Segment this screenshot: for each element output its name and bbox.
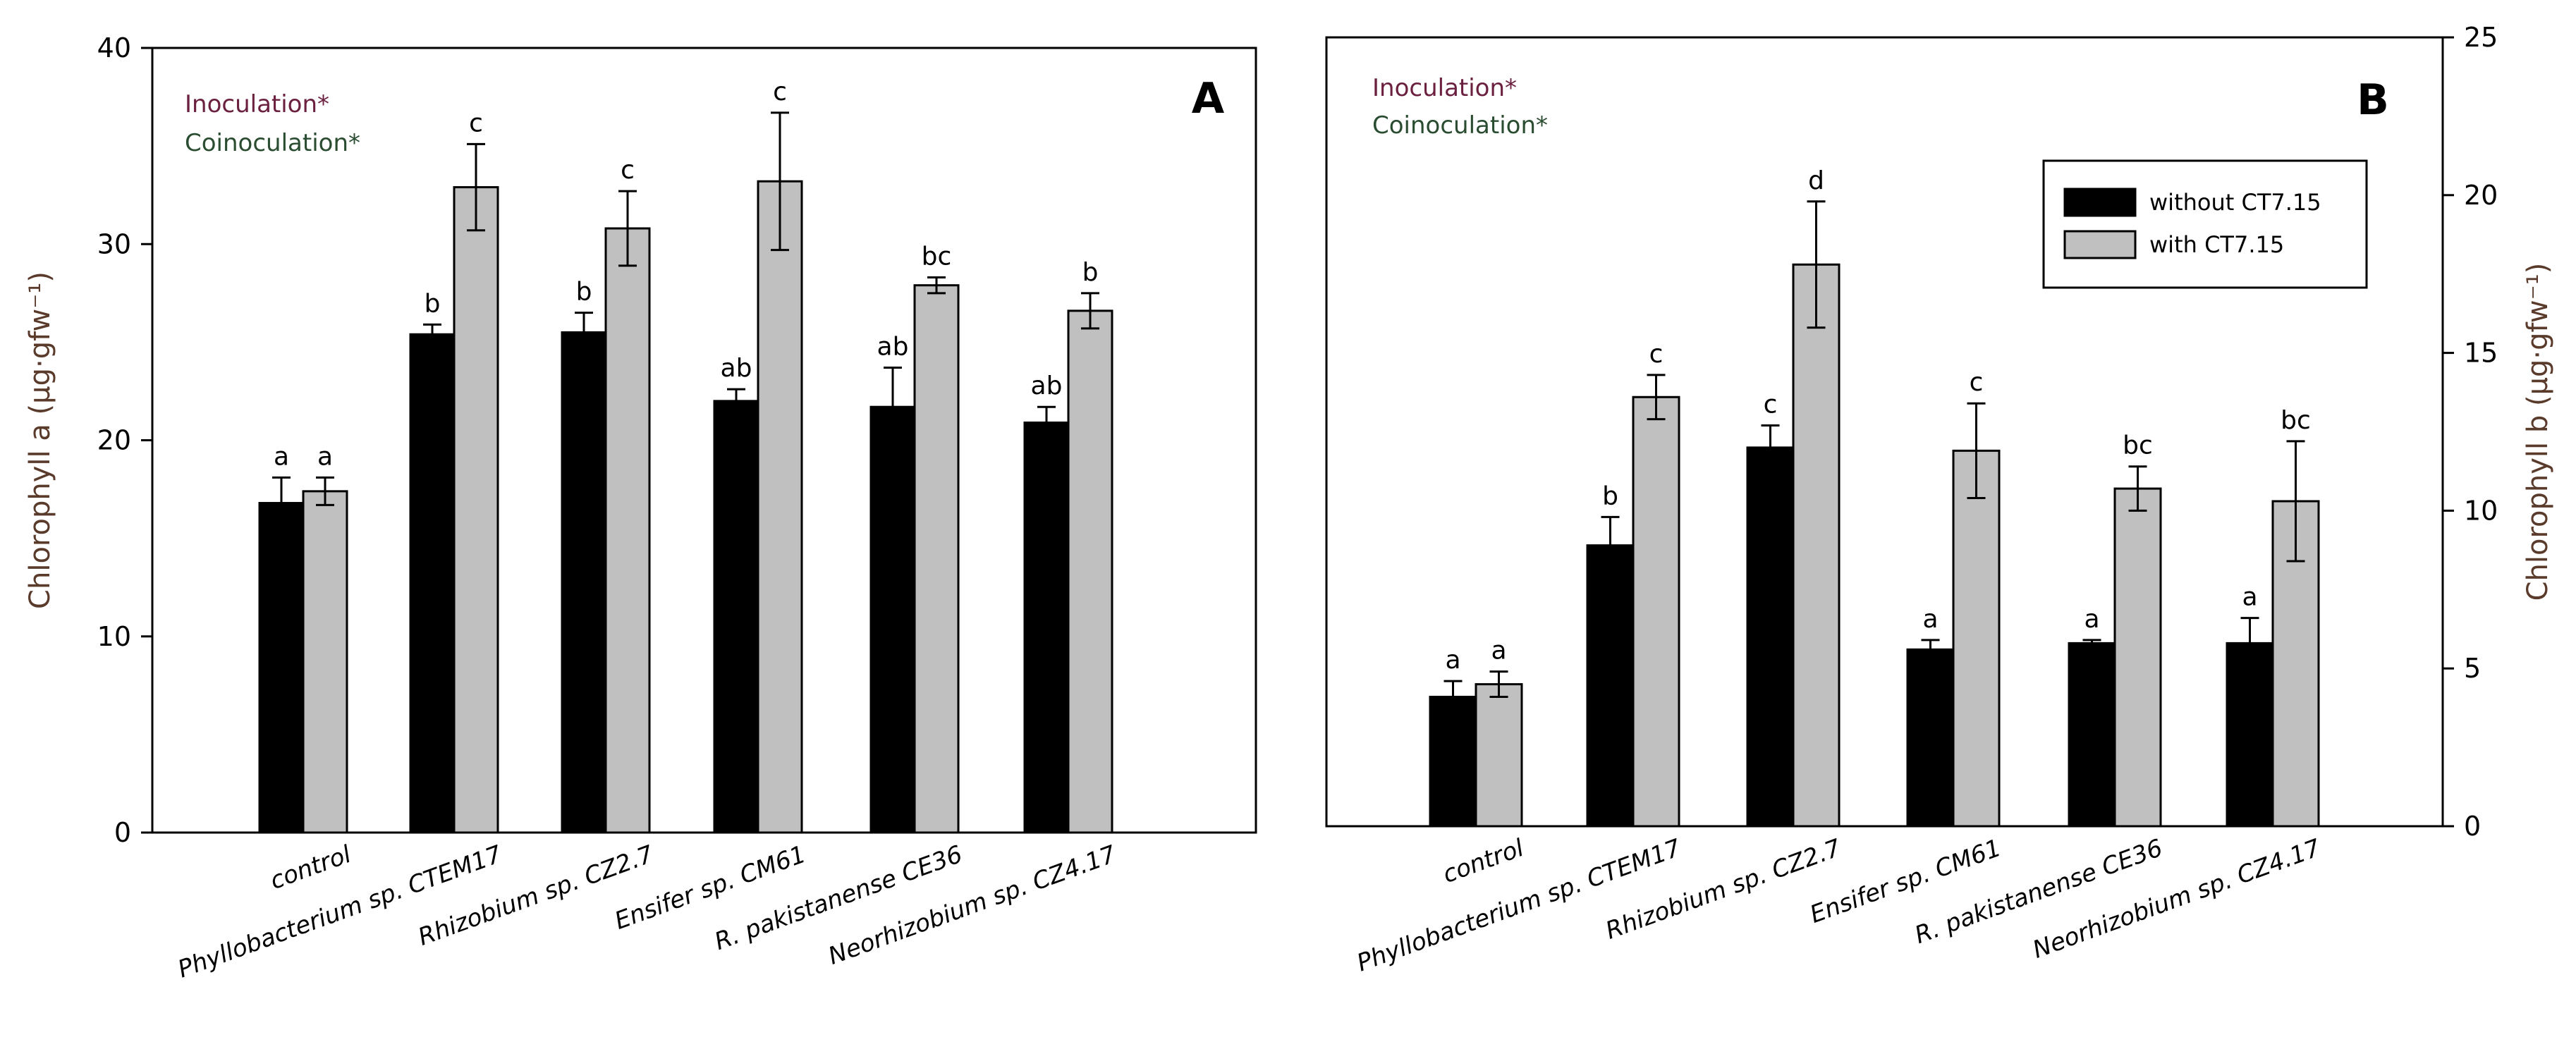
bar (1906, 648, 1955, 828)
bar (2113, 487, 2162, 828)
legend-swatch (2063, 230, 2137, 259)
category-label: control (267, 840, 355, 895)
bar (1067, 309, 1113, 834)
bar (2068, 642, 2116, 828)
bar (258, 502, 305, 834)
significance-letter: b (425, 289, 441, 318)
bar (604, 227, 651, 834)
y-tick-label: 0 (114, 817, 131, 848)
bar (1023, 421, 1070, 834)
y-tick-label: 30 (97, 228, 131, 259)
y-tick-label: 5 (2464, 653, 2481, 684)
bar (713, 400, 759, 834)
legend-box (2042, 159, 2368, 289)
y-tick-label: 20 (2464, 180, 2498, 211)
annotation-inoculation: Inoculation* (185, 90, 329, 118)
bar (2226, 642, 2274, 828)
panel-label: B (2357, 75, 2389, 125)
significance-letter: c (1764, 391, 1778, 419)
plot-frame (1325, 36, 2444, 828)
annotation-inoculation: Inoculation* (1372, 74, 1517, 102)
bar (869, 405, 916, 834)
panel-b: 0 5 10 15 20 25 Chlorophyll b (μg·gfw⁻¹) a a cont… (1325, 22, 2554, 978)
bar (757, 180, 803, 834)
y-tick-label: 40 (97, 32, 131, 63)
significance-letter: ab (721, 354, 752, 383)
legend-label: with CT7.15 (2149, 231, 2284, 258)
y-tick-label: 20 (97, 425, 131, 456)
bar (561, 331, 607, 834)
significance-letter: c (621, 156, 635, 185)
legend-swatch (2063, 188, 2137, 217)
bar (1475, 683, 1523, 828)
significance-letter: a (2242, 583, 2257, 612)
significance-letter: a (317, 442, 333, 471)
y-tick-label: 0 (2464, 811, 2481, 842)
significance-letter: c (469, 109, 483, 137)
bar (1632, 395, 1680, 828)
annotation-coinoculation: Coinoculation* (1372, 111, 1548, 140)
bar (1746, 446, 1795, 828)
panel-a: 0 10 20 30 40 Chlorophyll a (μg·gfw⁻¹) a a contr… (24, 32, 1257, 984)
y-tick-label: 15 (2464, 338, 2498, 369)
bar (1429, 695, 1477, 828)
significance-letter: bc (2281, 406, 2311, 435)
bar (2271, 500, 2320, 828)
y-axis-label: Chlorophyll b (μg·gfw⁻¹) (2522, 263, 2554, 601)
y-tick-label: 10 (97, 621, 131, 652)
significance-letter: b (576, 278, 592, 307)
bar (1952, 449, 2001, 828)
category-label: Neorhizobium sp. CZ4.17 (2029, 834, 2324, 964)
panel-label: A (1192, 74, 1225, 123)
significance-letter: bc (922, 243, 952, 271)
y-axis-label: Chlorophyll a (μg·gfw⁻¹) (24, 271, 56, 609)
significance-letter: a (1445, 646, 1460, 675)
bar (1586, 544, 1635, 828)
legend-label: without CT7.15 (2149, 189, 2321, 216)
significance-letter: ab (877, 333, 909, 362)
significance-letter: c (1970, 368, 1984, 397)
significance-letter: b (1082, 258, 1099, 287)
bar (302, 490, 348, 834)
significance-letter: d (1808, 166, 1824, 195)
y-tick-label: 10 (2464, 495, 2498, 526)
significance-letter: b (1602, 481, 1618, 510)
significance-letter: a (274, 442, 289, 471)
bar (409, 333, 456, 834)
significance-letter: c (1649, 340, 1664, 369)
y-tick-label: 25 (2464, 22, 2498, 53)
bar (1792, 263, 1841, 828)
bar (913, 284, 960, 834)
annotation-coinoculation: Coinoculation* (185, 129, 360, 157)
significance-letter: ab (1031, 372, 1063, 400)
category-label: control (1439, 834, 1528, 889)
significance-letter: a (1922, 605, 1938, 634)
significance-letter: a (1491, 637, 1506, 665)
significance-letter: bc (2123, 431, 2153, 460)
significance-letter: c (773, 78, 787, 106)
bar (453, 186, 499, 834)
category-label: Neorhizobium sp. CZ4.17 (824, 840, 1120, 971)
significance-letter: a (2084, 605, 2099, 634)
